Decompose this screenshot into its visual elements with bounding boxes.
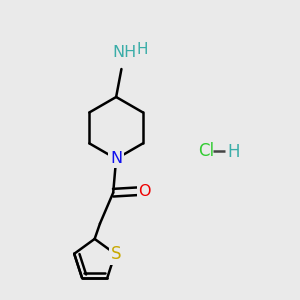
Text: H: H <box>137 42 148 57</box>
Text: S: S <box>111 245 122 263</box>
Text: N: N <box>110 151 122 166</box>
Text: H: H <box>227 143 240 161</box>
Text: O: O <box>139 184 151 199</box>
Text: Cl: Cl <box>199 142 215 160</box>
Text: NH: NH <box>112 45 136 60</box>
